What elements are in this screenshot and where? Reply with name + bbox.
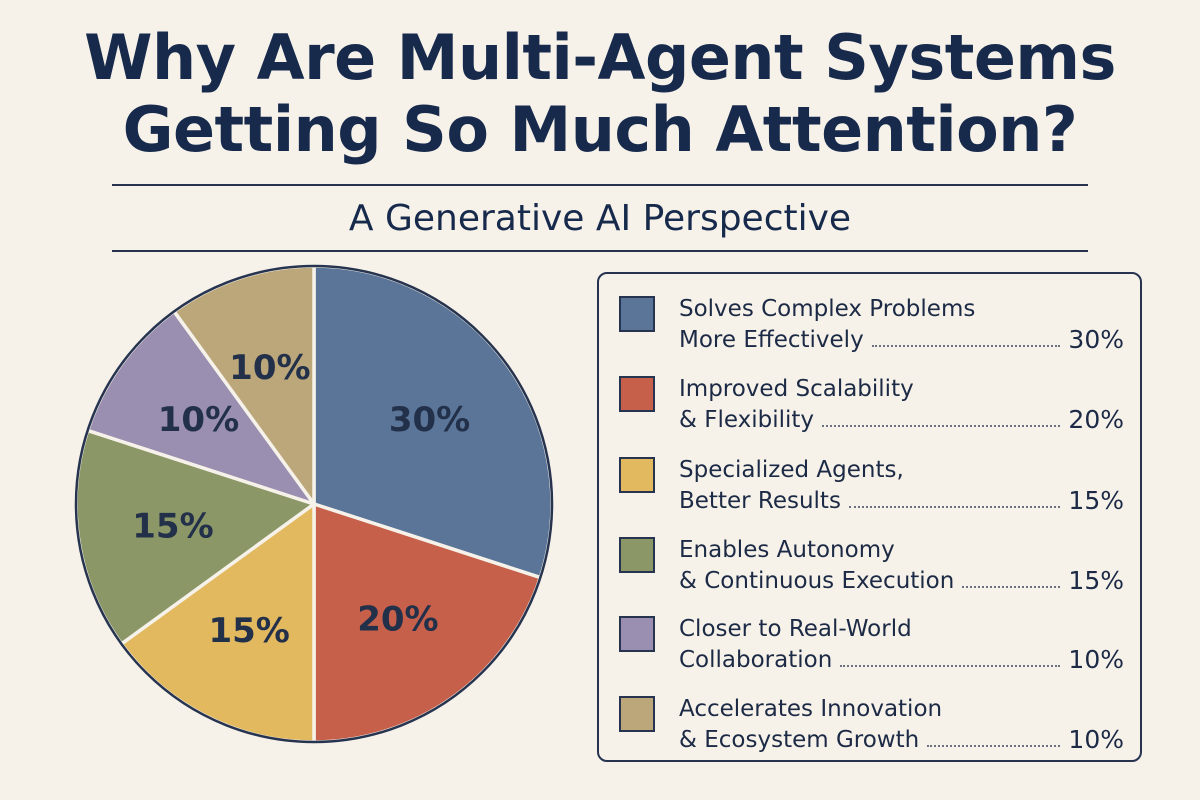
- pie-chart: 30% 20% 15% 15% 10% 10%: [74, 264, 554, 744]
- legend-value: 30%: [1068, 325, 1124, 354]
- legend-value: 15%: [1068, 486, 1124, 515]
- legend-label-line1: Improved Scalability: [679, 376, 914, 402]
- legend-value: 10%: [1068, 645, 1124, 674]
- slice-label: 10%: [158, 400, 239, 440]
- legend-label-line1: Specialized Agents,: [679, 457, 904, 483]
- title-line-2: Getting So Much Attention?: [122, 93, 1078, 166]
- legend-label-line2: & Continuous Execution: [679, 568, 955, 594]
- slice-label: 30%: [389, 400, 470, 440]
- legend-label-line1: Accelerates Innovation: [679, 696, 943, 722]
- dotted-leader: [822, 425, 1061, 427]
- legend-label-line2: Better Results: [679, 488, 841, 514]
- chart-subtitle: A Generative AI Perspective: [348, 198, 852, 239]
- title-divider-bottom: [112, 250, 1088, 252]
- legend-swatch: [619, 457, 655, 493]
- slice-label: 15%: [132, 506, 213, 546]
- legend-item: Solves Complex Problems More Effectively…: [619, 294, 1124, 356]
- legend-label-line1: Enables Autonomy: [679, 537, 895, 563]
- title-divider-top: [112, 184, 1088, 186]
- legend-item: Accelerates Innovation & Ecosystem Growt…: [619, 694, 1124, 756]
- legend-swatch: [619, 537, 655, 573]
- title-line-1: Why Are Multi-Agent Systems: [84, 21, 1116, 94]
- legend-label-line1: Solves Complex Problems: [679, 296, 976, 322]
- pie-outline: [74, 264, 554, 744]
- dotted-leader: [962, 586, 1061, 588]
- legend-label-line1: Closer to Real-World: [679, 616, 912, 642]
- legend-item: Improved Scalability & Flexibility 20%: [619, 374, 1124, 436]
- legend-label-line2: Collaboration: [679, 647, 833, 673]
- dotted-leader: [927, 745, 1061, 747]
- slice-label: 20%: [357, 600, 438, 640]
- legend-swatch: [619, 296, 655, 332]
- legend-item: Specialized Agents, Better Results 15%: [619, 455, 1124, 517]
- legend-swatch: [619, 696, 655, 732]
- legend-label-line2: More Effectively: [679, 327, 864, 353]
- legend-swatch: [619, 376, 655, 412]
- legend-item: Enables Autonomy & Continuous Execution …: [619, 535, 1124, 597]
- legend-label-line2: & Ecosystem Growth: [679, 727, 920, 753]
- legend-value: 20%: [1068, 405, 1124, 434]
- slice-label: 10%: [229, 348, 310, 388]
- legend-label-line2: & Flexibility: [679, 407, 815, 433]
- legend-item: Closer to Real-World Collaboration 10%: [619, 614, 1124, 676]
- dotted-leader: [871, 345, 1061, 347]
- slice-label: 15%: [208, 611, 289, 651]
- legend-swatch: [619, 616, 655, 652]
- legend-value: 10%: [1068, 725, 1124, 754]
- legend-value: 15%: [1068, 566, 1124, 595]
- dotted-leader: [848, 506, 1061, 508]
- dotted-leader: [840, 665, 1061, 667]
- legend: Solves Complex Problems More Effectively…: [597, 272, 1142, 762]
- chart-title: Why Are Multi-Agent Systems Getting So M…: [0, 22, 1200, 166]
